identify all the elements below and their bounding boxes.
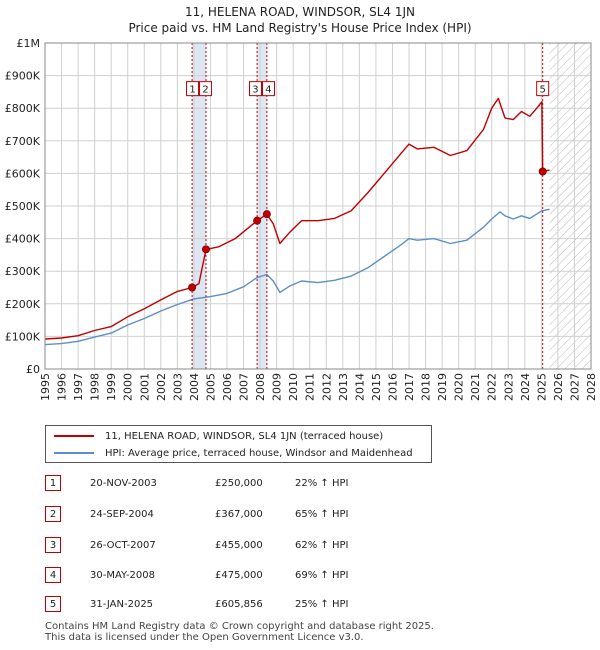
transaction-number-badge: 5 <box>45 596 61 612</box>
property-price-line <box>44 97 550 340</box>
legend-item-property: 11, HELENA ROAD, WINDSOR, SL4 1JN (terra… <box>54 428 383 444</box>
sale-label: 4 <box>265 85 271 96</box>
transaction-number-badge: 2 <box>45 506 61 522</box>
transaction-date: 20-NOV-2003 <box>90 477 157 489</box>
y-tick-label: £200K <box>5 298 41 311</box>
hpi-line <box>44 208 550 346</box>
x-tick-label: 2023 <box>502 373 515 401</box>
chart-title-line-1: 11, HELENA ROAD, WINDSOR, SL4 1JN <box>185 5 415 19</box>
x-tick-label: 2018 <box>420 373 433 401</box>
sale-point <box>538 167 547 176</box>
legend-swatch-hpi <box>54 452 94 454</box>
x-tick-label: 2003 <box>171 373 184 401</box>
sale-label-box <box>199 81 213 97</box>
sale-label-box <box>536 81 550 97</box>
x-tick-label: 1996 <box>56 373 69 401</box>
x-tick-label: 1995 <box>39 373 52 401</box>
x-tick-label: 2009 <box>271 373 284 401</box>
x-tick-label: 1998 <box>89 373 102 401</box>
sale-label: 1 <box>189 85 195 96</box>
transaction-price: £605,856 <box>215 598 263 610</box>
y-tick-label: £500K <box>5 200 41 213</box>
x-tick-label: 1997 <box>72 373 85 401</box>
x-tick-label: 2001 <box>138 373 151 401</box>
x-tick-label: 2000 <box>122 373 135 401</box>
legend-label-property: 11, HELENA ROAD, WINDSOR, SL4 1JN (terra… <box>105 430 384 442</box>
sale-label: 2 <box>202 85 208 96</box>
legend-item-hpi: HPI: Average price, terraced house, Wind… <box>54 445 413 461</box>
legend-swatch-property <box>54 435 94 437</box>
transaction-price: £455,000 <box>215 539 263 551</box>
x-tick-label: 2017 <box>403 373 416 401</box>
y-tick-label: £400K <box>5 233 41 246</box>
x-tick-label: 2010 <box>287 373 300 401</box>
footer-line-1: Contains HM Land Registry data © Crown c… <box>45 621 434 632</box>
y-tick-label: £300K <box>5 265 41 278</box>
y-tick-label: £900K <box>5 70 41 83</box>
transaction-date: 26-OCT-2007 <box>90 539 156 551</box>
x-tick-label: 2026 <box>552 373 565 401</box>
x-tick-label: 2028 <box>585 373 598 401</box>
sale-point <box>253 216 262 225</box>
x-tick-label: 2004 <box>188 373 201 401</box>
sale-label: 3 <box>252 85 258 96</box>
y-tick-label: £1M <box>17 37 41 50</box>
transaction-number-badge: 4 <box>45 567 61 583</box>
x-tick-label: 2019 <box>436 373 449 401</box>
x-tick-label: 2022 <box>486 373 499 401</box>
x-tick-label: 2002 <box>155 373 168 401</box>
transaction-number-badge: 3 <box>45 537 61 553</box>
transaction-number-badge: 1 <box>45 475 61 491</box>
footer-attribution: Contains HM Land Registry data © Crown c… <box>45 621 434 643</box>
sale-label: 5 <box>539 85 545 96</box>
transaction-date: 24-SEP-2004 <box>90 508 154 520</box>
transaction-hpi-change: 65% ↑ HPI <box>295 508 349 520</box>
x-tick-label: 2015 <box>370 373 383 401</box>
x-tick-label: 2027 <box>568 373 581 401</box>
transaction-hpi-change: 69% ↑ HPI <box>295 569 349 581</box>
x-tick-label: 2006 <box>221 373 234 401</box>
x-tick-label: 2013 <box>337 373 350 401</box>
chart-title-line-2: Price paid vs. HM Land Registry's House … <box>128 21 472 35</box>
plot-frame <box>44 42 592 370</box>
x-tick-label: 2020 <box>453 373 466 401</box>
y-tick-label: £600K <box>5 167 41 180</box>
sale-point <box>201 245 210 254</box>
transaction-hpi-change: 22% ↑ HPI <box>295 477 349 489</box>
x-tick-label: 2005 <box>204 373 217 401</box>
x-tick-label: 2014 <box>353 373 366 401</box>
transaction-price: £367,000 <box>215 508 263 520</box>
y-tick-label: £0 <box>26 363 40 376</box>
y-tick-label: £100K <box>5 330 41 343</box>
transaction-hpi-change: 62% ↑ HPI <box>295 539 349 551</box>
x-tick-label: 2007 <box>238 373 251 401</box>
transaction-price: £475,000 <box>215 569 263 581</box>
x-tick-label: 2012 <box>320 373 333 401</box>
x-tick-label: 2011 <box>304 373 317 401</box>
x-tick-label: 1999 <box>105 373 118 401</box>
sale-label-box <box>186 81 200 97</box>
x-tick-label: 2016 <box>386 373 399 401</box>
y-tick-label: £700K <box>5 135 41 148</box>
transaction-date: 30-MAY-2008 <box>90 569 156 581</box>
x-tick-label: 2021 <box>469 373 482 401</box>
legend-label-hpi: HPI: Average price, terraced house, Wind… <box>105 447 413 459</box>
sale-point <box>262 210 271 219</box>
legend: 11, HELENA ROAD, WINDSOR, SL4 1JN (terra… <box>45 425 432 463</box>
sale-point <box>188 283 197 292</box>
footer-line-2: This data is licensed under the Open Gov… <box>45 632 364 643</box>
transaction-date: 31-JAN-2025 <box>90 598 154 610</box>
x-tick-label: 2008 <box>254 373 267 401</box>
x-tick-label: 2025 <box>535 373 548 401</box>
transaction-price: £250,000 <box>215 477 263 489</box>
x-tick-label: 2024 <box>519 373 532 401</box>
sale-label-box <box>261 81 275 97</box>
y-tick-label: £800K <box>5 102 41 115</box>
sale-label-box <box>248 81 262 97</box>
transaction-hpi-change: 25% ↑ HPI <box>295 598 349 610</box>
